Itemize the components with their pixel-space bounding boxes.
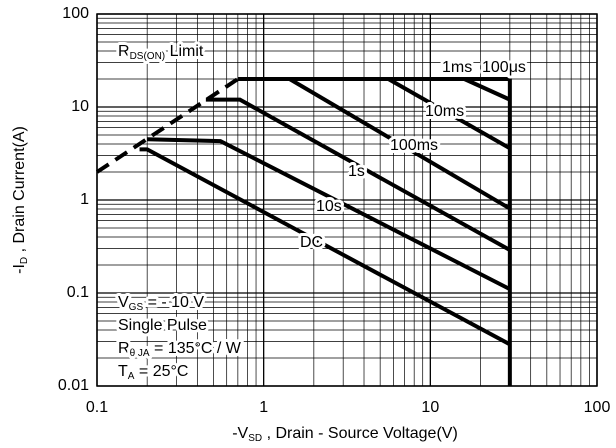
y-axis-label-part: , Drain Current(A) (11, 126, 28, 257)
note-part: V (118, 294, 129, 311)
curve-label: 100ms (390, 137, 438, 154)
note-part: T (118, 363, 128, 380)
note-part: R (118, 340, 130, 357)
x-axis-label-part: , Drain - Source Voltage(V) (262, 425, 458, 442)
x-tick-label: 0.1 (86, 399, 108, 416)
note-part: = - 10 V (143, 294, 204, 311)
curve-label: 1ms (442, 59, 472, 76)
note-part: = 25°C (134, 363, 188, 380)
x-axis-label: -VSD , Drain - Source Voltage(V) (232, 425, 458, 443)
series-line (288, 77, 511, 211)
series-line (147, 137, 511, 291)
note-part: Single Pulse (118, 317, 207, 334)
x-tick-label: 1 (259, 399, 268, 416)
y-tick-label: 0.1 (67, 284, 89, 301)
series-line (205, 97, 511, 252)
plot-frame (96, 13, 598, 387)
y-tick-label: 100 (62, 5, 89, 22)
series-line (463, 77, 511, 102)
note: VGS = - 10 V (118, 294, 204, 312)
x-axis-label-part: -V (232, 425, 248, 442)
series-line (139, 147, 511, 347)
note: Rθ JA = 135°C / W (118, 340, 242, 358)
limit-label-part: Limit (165, 43, 204, 60)
curve-label: 10s (316, 198, 342, 215)
note-sub: GS (129, 302, 144, 313)
y-tick-label: 1 (80, 191, 89, 208)
limit-label-sub: DS(ON) (130, 51, 166, 62)
limit-label-part: R (118, 43, 130, 60)
y-tick-label: 10 (71, 98, 89, 115)
y-tick-label: 0.01 (58, 377, 89, 394)
series-line (237, 77, 512, 386)
annotation: 100μs (482, 59, 526, 76)
curve-label: 1s (348, 163, 365, 180)
x-axis-label-sub: SD (248, 433, 262, 444)
note-sub: θ JA (130, 348, 150, 359)
grid (96, 13, 598, 387)
curve-label: DC (300, 234, 323, 251)
y-axis-label-part: -I (11, 264, 28, 274)
curve-label: 10ms (425, 103, 464, 120)
limit-label: RDS(ON) Limit (118, 43, 204, 61)
note: Single Pulse (118, 317, 207, 334)
series-line (387, 77, 511, 151)
y-axis-label: -ID , Drain Current(A) (11, 126, 29, 274)
x-tick-label: 10 (421, 399, 439, 416)
note-part: = 135°C / W (150, 340, 242, 357)
y-axis-label-sub: D (19, 257, 30, 264)
series-line (95, 77, 239, 174)
x-tick-label: 100 (584, 399, 611, 416)
